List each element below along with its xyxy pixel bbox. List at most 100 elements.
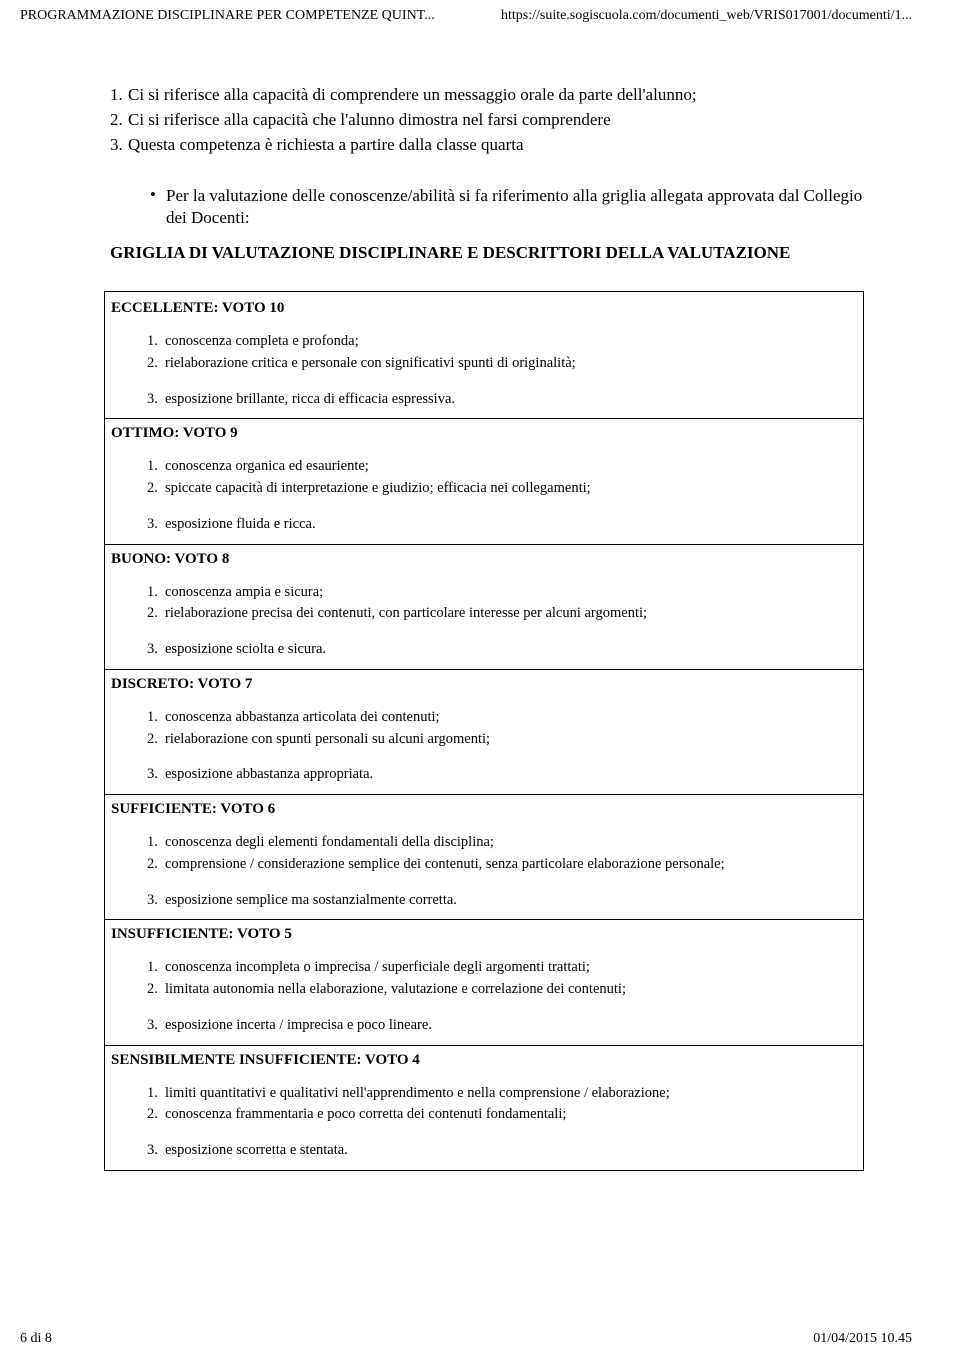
criteria-item: 1.conoscenza abbastanza articolata dei c… (147, 707, 857, 729)
content: 1. Ci si riferisce alla capacità di comp… (0, 24, 960, 1171)
criteria-list: 1.conoscenza organica ed esauriente;2.sp… (147, 456, 857, 535)
intro-num: 1. (110, 84, 128, 107)
grade-heading: DISCRETO: VOTO 7 (111, 676, 857, 693)
criteria-item: 2.limitata autonomia nella elaborazione,… (147, 979, 857, 1001)
bullet-dot-icon: • (150, 185, 166, 229)
criteria-num: 1. (147, 582, 165, 604)
criteria-list: 1.conoscenza completa e profonda;2.riela… (147, 331, 857, 410)
criteria-text: esposizione brillante, ricca di efficaci… (165, 389, 857, 411)
criteria-num: 2. (147, 603, 165, 625)
criteria-item: 1.conoscenza organica ed esauriente; (147, 456, 857, 478)
page: PROGRAMMAZIONE DISCIPLINARE PER COMPETEN… (0, 0, 960, 1357)
grade-cell: SUFFICIENTE: VOTO 6 1.conoscenza degli el… (105, 795, 864, 920)
criteria-item: 2.rielaborazione precisa dei contenuti, … (147, 603, 857, 625)
footer-right: 01/04/2015 10.45 (813, 1331, 912, 1347)
criteria-text: esposizione sciolta e sicura. (165, 639, 857, 661)
criteria-text: limitata autonomia nella elaborazione, v… (165, 979, 857, 1001)
criteria-num: 3. (147, 1015, 165, 1037)
grade-cell: SENSIBILMENTE INSUFFICIENTE: VOTO 4 1.lim… (105, 1045, 864, 1170)
criteria-num: 2. (147, 854, 165, 876)
criteria-item: 3.esposizione abbastanza appropriata. (147, 764, 857, 786)
criteria-text: conoscenza ampia e sicura; (165, 582, 857, 604)
grade-heading: BUONO: VOTO 8 (111, 551, 857, 568)
header-left: PROGRAMMAZIONE DISCIPLINARE PER COMPETEN… (20, 8, 435, 24)
grade-heading: INSUFFICIENTE: VOTO 5 (111, 926, 857, 943)
criteria-text: comprensione / considerazione semplice d… (165, 854, 857, 876)
criteria-num: 1. (147, 832, 165, 854)
criteria-text: rielaborazione precisa dei contenuti, co… (165, 603, 857, 625)
criteria-text: esposizione semplice ma sostanzialmente … (165, 890, 857, 912)
grade-cell: BUONO: VOTO 8 1.conoscenza ampia e sicura… (105, 544, 864, 669)
intro-item: 2. Ci si riferisce alla capacità che l'a… (110, 109, 870, 132)
evaluation-table: ECCELLENTE: VOTO 10 1.conoscenza completa… (104, 291, 864, 1171)
criteria-num: 1. (147, 1083, 165, 1105)
intro-list: 1. Ci si riferisce alla capacità di comp… (110, 84, 870, 157)
criteria-item: 3.esposizione incerta / imprecisa e poco… (147, 1015, 857, 1037)
intro-text: Ci si riferisce alla capacità che l'alun… (128, 109, 870, 132)
header-right: https://suite.sogiscuola.com/documenti_w… (501, 8, 912, 24)
criteria-item: 3.esposizione brillante, ricca di effica… (147, 389, 857, 411)
criteria-item: 1.conoscenza ampia e sicura; (147, 582, 857, 604)
grade-cell: ECCELLENTE: VOTO 10 1.conoscenza completa… (105, 292, 864, 419)
grade-heading: SUFFICIENTE: VOTO 6 (111, 801, 857, 818)
grade-heading: ECCELLENTE: VOTO 10 (111, 300, 857, 317)
grade-heading: SENSIBILMENTE INSUFFICIENTE: VOTO 4 (111, 1052, 857, 1069)
criteria-item: 2.conoscenza frammentaria e poco corrett… (147, 1104, 857, 1126)
criteria-item: 1.conoscenza incompleta o imprecisa / su… (147, 957, 857, 979)
criteria-text: esposizione scorretta e stentata. (165, 1140, 857, 1162)
grade-cell: DISCRETO: VOTO 7 1.conoscenza abbastanza … (105, 669, 864, 794)
criteria-list: 1.conoscenza abbastanza articolata dei c… (147, 707, 857, 786)
criteria-list: 1.conoscenza incompleta o imprecisa / su… (147, 957, 857, 1036)
criteria-text: spiccate capacità di interpretazione e g… (165, 478, 857, 500)
criteria-item: 2.rielaborazione con spunti personali su… (147, 729, 857, 751)
criteria-item: 3.esposizione semplice ma sostanzialment… (147, 890, 857, 912)
criteria-num: 2. (147, 353, 165, 375)
criteria-num: 3. (147, 1140, 165, 1162)
intro-item: 3. Questa competenza è richiesta a parti… (110, 134, 870, 157)
criteria-text: conoscenza degli elementi fondamentali d… (165, 832, 857, 854)
criteria-item: 1.conoscenza completa e profonda; (147, 331, 857, 353)
criteria-num: 2. (147, 729, 165, 751)
criteria-text: esposizione incerta / imprecisa e poco l… (165, 1015, 857, 1037)
criteria-num: 1. (147, 957, 165, 979)
criteria-text: esposizione abbastanza appropriata. (165, 764, 857, 786)
criteria-num: 3. (147, 764, 165, 786)
criteria-num: 3. (147, 389, 165, 411)
intro-item: 1. Ci si riferisce alla capacità di comp… (110, 84, 870, 107)
criteria-text: conoscenza organica ed esauriente; (165, 456, 857, 478)
grade-cell: OTTIMO: VOTO 9 1.conoscenza organica ed e… (105, 419, 864, 544)
criteria-num: 3. (147, 514, 165, 536)
bullet-note: • Per la valutazione delle conoscenze/ab… (150, 185, 870, 229)
criteria-item: 3.esposizione scorretta e stentata. (147, 1140, 857, 1162)
criteria-list: 1.conoscenza ampia e sicura;2.rielaboraz… (147, 582, 857, 661)
criteria-item: 3.esposizione fluida e ricca. (147, 514, 857, 536)
criteria-num: 1. (147, 707, 165, 729)
criteria-text: esposizione fluida e ricca. (165, 514, 857, 536)
criteria-text: conoscenza frammentaria e poco corretta … (165, 1104, 857, 1126)
criteria-num: 3. (147, 639, 165, 661)
criteria-item: 3.esposizione sciolta e sicura. (147, 639, 857, 661)
criteria-num: 2. (147, 1104, 165, 1126)
criteria-item: 1.limiti quantitativi e qualitativi nell… (147, 1083, 857, 1105)
criteria-item: 2.comprensione / considerazione semplice… (147, 854, 857, 876)
criteria-text: rielaborazione con spunti personali su a… (165, 729, 857, 751)
criteria-list: 1.limiti quantitativi e qualitativi nell… (147, 1083, 857, 1162)
bullet-text: Per la valutazione delle conoscenze/abil… (166, 185, 870, 229)
criteria-item: 1.conoscenza degli elementi fondamentali… (147, 832, 857, 854)
footer-left: 6 di 8 (20, 1331, 52, 1347)
criteria-num: 2. (147, 478, 165, 500)
criteria-num: 2. (147, 979, 165, 1001)
criteria-text: conoscenza incompleta o imprecisa / supe… (165, 957, 857, 979)
criteria-item: 2.spiccate capacità di interpretazione e… (147, 478, 857, 500)
intro-num: 2. (110, 109, 128, 132)
grade-heading: OTTIMO: VOTO 9 (111, 425, 857, 442)
grade-cell: INSUFFICIENTE: VOTO 5 1.conoscenza incomp… (105, 920, 864, 1045)
criteria-num: 1. (147, 456, 165, 478)
print-header: PROGRAMMAZIONE DISCIPLINARE PER COMPETEN… (0, 0, 960, 24)
intro-text: Ci si riferisce alla capacità di compren… (128, 84, 870, 107)
criteria-text: rielaborazione critica e personale con s… (165, 353, 857, 375)
intro-text: Questa competenza è richiesta a partire … (128, 134, 870, 157)
print-footer: 6 di 8 01/04/2015 10.45 (20, 1331, 912, 1347)
section-title: GRIGLIA DI VALUTAZIONE DISCIPLINARE E DE… (110, 243, 870, 263)
criteria-list: 1.conoscenza degli elementi fondamentali… (147, 832, 857, 911)
